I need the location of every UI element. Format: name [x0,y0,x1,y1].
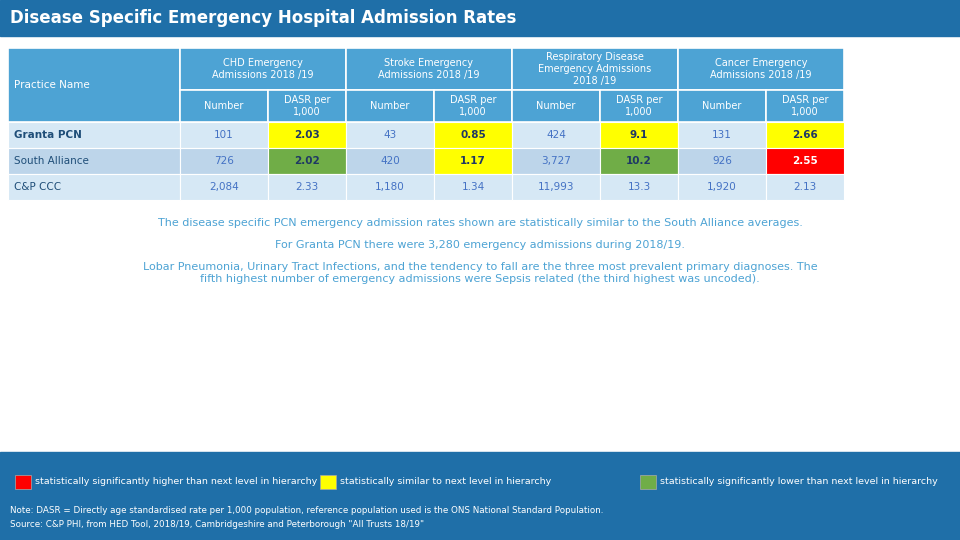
Bar [8,174,180,200]
Text: Note: DASR = Directly age standardised rate per 1,000 population, reference popu: Note: DASR = Directly age standardised r… [10,506,604,515]
Bar [180,48,346,90]
Text: Practice Name: Practice Name [14,80,89,90]
Bar [346,90,434,122]
Bar [320,475,336,489]
Text: Number: Number [371,101,410,111]
Text: 101: 101 [214,130,234,140]
Bar [8,148,180,174]
Text: Source: C&P PHI, from HED Tool, 2018/19, Cambridgeshire and Peterborough "All Tr: Source: C&P PHI, from HED Tool, 2018/19,… [10,520,424,529]
Bar [766,122,844,148]
Text: 1,920: 1,920 [708,182,737,192]
Text: 3,727: 3,727 [541,156,571,166]
Bar [0,452,960,540]
Bar [512,90,600,122]
Text: 0.85: 0.85 [460,130,486,140]
Bar [8,122,180,148]
Bar [600,122,678,148]
Text: statistically similar to next level in hierarchy: statistically similar to next level in h… [340,477,551,487]
Bar [434,148,512,174]
Text: Respiratory Disease
Emergency Admissions
2018 /19: Respiratory Disease Emergency Admissions… [539,52,652,86]
Bar [15,475,31,489]
Text: CHD Emergency
Admissions 2018 /19: CHD Emergency Admissions 2018 /19 [212,58,314,80]
Text: Disease Specific Emergency Hospital Admission Rates: Disease Specific Emergency Hospital Admi… [10,9,516,27]
Text: The disease specific PCN emergency admission rates shown are statistically simil: The disease specific PCN emergency admis… [157,218,803,228]
Text: 2.33: 2.33 [296,182,319,192]
Bar [600,148,678,174]
Bar [8,48,180,122]
Text: 10.2: 10.2 [626,156,652,166]
Text: 11,993: 11,993 [538,182,574,192]
Bar [678,122,766,148]
Text: C&P CCC: C&P CCC [14,182,61,192]
Text: 43: 43 [383,130,396,140]
Bar [268,174,346,200]
Bar [766,148,844,174]
Bar [512,148,600,174]
Text: 131: 131 [712,130,732,140]
Bar [766,90,844,122]
Bar [180,90,268,122]
Text: Cancer Emergency
Admissions 2018 /19: Cancer Emergency Admissions 2018 /19 [710,58,812,80]
Text: Number: Number [703,101,742,111]
Bar [180,174,268,200]
Bar [0,0,960,36]
Text: 2.66: 2.66 [792,130,818,140]
Bar [434,90,512,122]
Bar [180,122,268,148]
Text: Lobar Pneumonia, Urinary Tract Infections, and the tendency to fall are the thre: Lobar Pneumonia, Urinary Tract Infection… [143,262,817,284]
Bar [640,475,656,489]
Text: 726: 726 [214,156,234,166]
Text: 420: 420 [380,156,400,166]
Bar [766,174,844,200]
Text: South Alliance: South Alliance [14,156,89,166]
Text: statistically significantly higher than next level in hierarchy: statistically significantly higher than … [35,477,317,487]
Text: 926: 926 [712,156,732,166]
Bar [512,174,600,200]
Text: 2.03: 2.03 [294,130,320,140]
Bar [268,90,346,122]
Text: DASR per
1,000: DASR per 1,000 [781,95,828,117]
Bar [434,122,512,148]
Bar [678,174,766,200]
Bar [346,48,512,90]
Text: 424: 424 [546,130,566,140]
Bar [678,148,766,174]
Text: 1.34: 1.34 [462,182,485,192]
Bar [600,174,678,200]
Text: 9.1: 9.1 [630,130,648,140]
Bar [268,148,346,174]
Text: DASR per
1,000: DASR per 1,000 [615,95,662,117]
Text: Number: Number [537,101,576,111]
Bar [346,122,434,148]
Bar [346,148,434,174]
Text: Granta PCN: Granta PCN [14,130,82,140]
Bar [346,174,434,200]
Bar [600,90,678,122]
Text: Number: Number [204,101,244,111]
Text: statistically significantly lower than next level in hierarchy: statistically significantly lower than n… [660,477,938,487]
Text: 2.02: 2.02 [294,156,320,166]
Bar [678,90,766,122]
Bar [434,174,512,200]
Text: 2.55: 2.55 [792,156,818,166]
Bar [512,122,600,148]
Text: 1.17: 1.17 [460,156,486,166]
Text: Stroke Emergency
Admissions 2018 /19: Stroke Emergency Admissions 2018 /19 [378,58,480,80]
Bar [180,148,268,174]
Text: DASR per
1,000: DASR per 1,000 [449,95,496,117]
Text: 2.13: 2.13 [793,182,817,192]
Text: 1,180: 1,180 [375,182,405,192]
Text: DASR per
1,000: DASR per 1,000 [284,95,330,117]
Bar [268,122,346,148]
Text: For Granta PCN there were 3,280 emergency admissions during 2018/19.: For Granta PCN there were 3,280 emergenc… [275,240,685,250]
Bar [512,48,678,90]
Text: 2,084: 2,084 [209,182,239,192]
Bar [678,48,844,90]
Text: 13.3: 13.3 [628,182,651,192]
